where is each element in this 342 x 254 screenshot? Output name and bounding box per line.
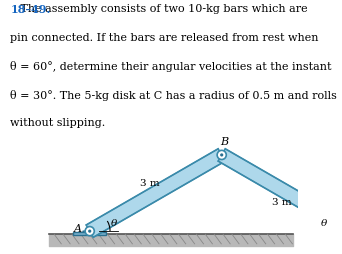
Text: θ = 60°, determine their angular velocities at the instant: θ = 60°, determine their angular velocit… <box>10 61 332 72</box>
Text: 3 m: 3 m <box>140 179 160 188</box>
Text: 18–49.: 18–49. <box>10 4 51 15</box>
Polygon shape <box>86 149 225 237</box>
Text: A: A <box>74 224 82 234</box>
Circle shape <box>220 153 223 156</box>
Polygon shape <box>83 231 97 234</box>
Text: B: B <box>220 137 228 147</box>
Text: θ = 30°. The 5-kg disk at C has a radius of 0.5 m and rolls: θ = 30°. The 5-kg disk at C has a radius… <box>10 90 337 101</box>
Circle shape <box>338 215 342 247</box>
Text: without slipping.: without slipping. <box>10 118 106 128</box>
Polygon shape <box>218 149 342 237</box>
Text: pin connected. If the bars are released from rest when: pin connected. If the bars are released … <box>10 33 319 43</box>
Circle shape <box>217 150 226 160</box>
Circle shape <box>88 230 91 233</box>
Text: θ: θ <box>111 219 118 228</box>
Text: The assembly consists of two 10-kg bars which are: The assembly consists of two 10-kg bars … <box>10 4 308 14</box>
Text: 3 m: 3 m <box>272 198 292 208</box>
Bar <box>73 232 106 235</box>
Text: θ: θ <box>321 219 327 228</box>
Circle shape <box>85 227 94 236</box>
